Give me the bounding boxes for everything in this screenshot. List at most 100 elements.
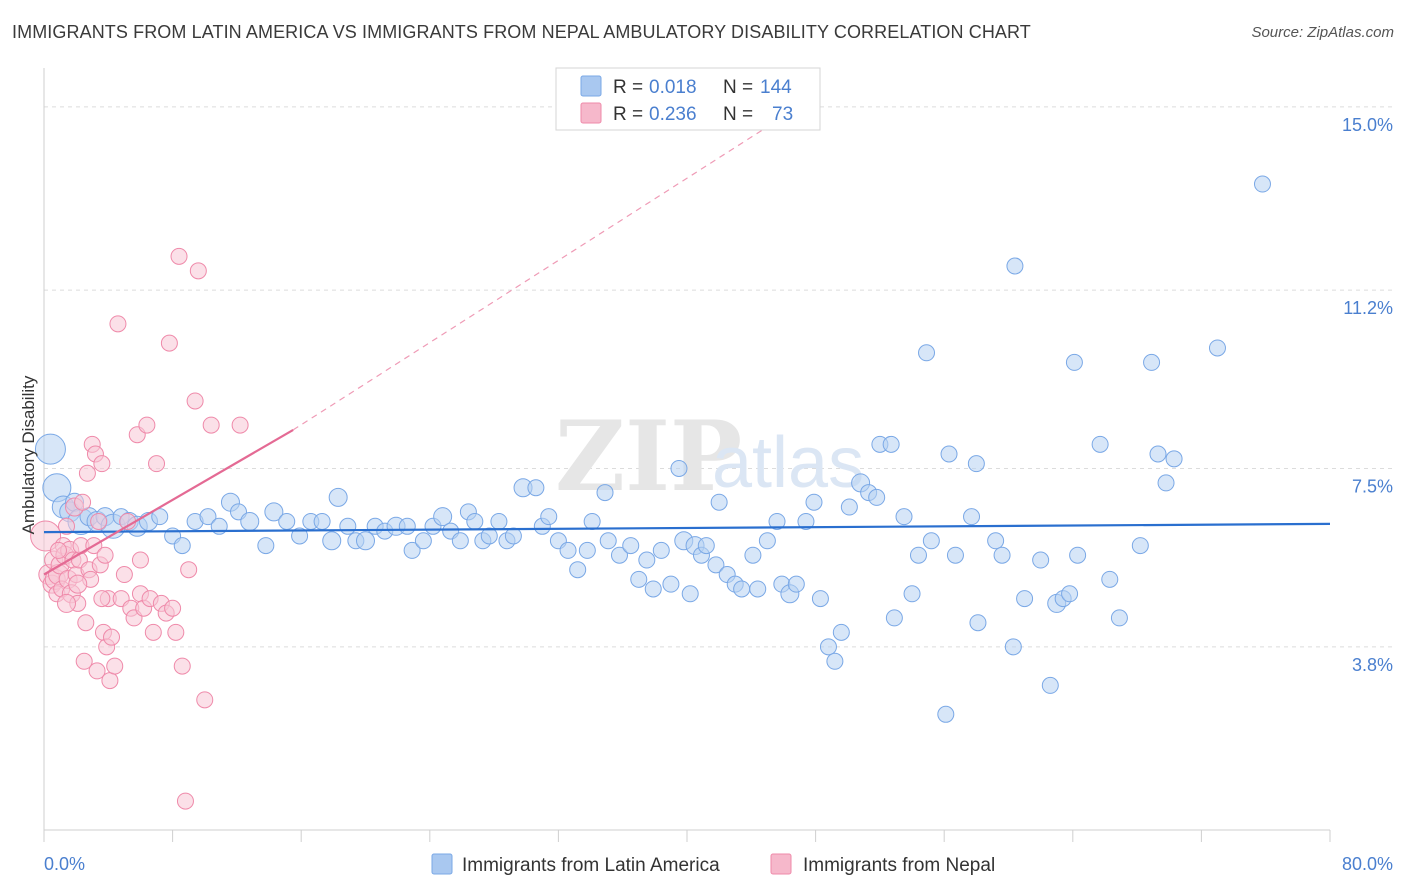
- data-point: [749, 580, 767, 598]
- data-point: [744, 546, 762, 564]
- data-point: [1253, 175, 1271, 193]
- data-point: [987, 532, 1005, 550]
- data-point: [644, 580, 662, 598]
- data-point: [1041, 676, 1059, 694]
- data-point: [1006, 257, 1024, 275]
- source-label: Source: ZipAtlas.com: [1251, 24, 1394, 41]
- data-point: [170, 247, 188, 265]
- data-point: [840, 498, 858, 516]
- data-point: [895, 508, 913, 526]
- data-point: [480, 527, 498, 545]
- data-point: [596, 484, 614, 502]
- y-tick-label-2: 11.2%: [1343, 298, 1393, 318]
- data-point: [240, 511, 260, 531]
- data-point: [180, 561, 198, 579]
- data-point: [1143, 353, 1161, 371]
- y-tick-label-0: 3.8%: [1352, 655, 1393, 675]
- data-point: [707, 556, 725, 574]
- y-tick-label-3: 15.0%: [1342, 115, 1393, 135]
- data-point: [559, 541, 577, 559]
- data-point: [504, 527, 522, 545]
- data-point: [173, 657, 191, 675]
- data-point: [885, 609, 903, 627]
- data-point: [144, 623, 162, 641]
- data-point: [868, 488, 886, 506]
- data-point: [1032, 551, 1050, 569]
- data-point: [93, 455, 111, 473]
- data-point: [186, 392, 204, 410]
- data-point: [733, 580, 751, 598]
- data-point: [670, 459, 688, 477]
- data-point: [963, 508, 981, 526]
- data-point: [1016, 590, 1034, 608]
- data-point: [630, 570, 648, 588]
- data-point: [49, 541, 67, 559]
- legend-r-label-nepal: R =: [613, 104, 643, 125]
- data-point: [1165, 450, 1183, 468]
- data-point: [115, 566, 133, 584]
- data-point: [967, 455, 985, 473]
- data-point: [151, 508, 169, 526]
- data-point: [88, 662, 106, 680]
- data-point: [189, 262, 207, 280]
- data-point: [652, 541, 670, 559]
- data-point: [1157, 474, 1175, 492]
- data-point: [583, 512, 601, 530]
- data-point: [202, 416, 220, 434]
- data-point: [106, 657, 124, 675]
- data-point: [903, 585, 921, 603]
- data-point: [681, 585, 699, 603]
- data-point: [1061, 585, 1079, 603]
- correlation-legend: R = 0.018 N = 144 R = 0.236 N = 73: [555, 67, 821, 131]
- data-point: [231, 416, 249, 434]
- watermark: ZIP atlas: [555, 400, 864, 513]
- data-point: [1110, 609, 1128, 627]
- legend-r-value-latin: 0.018: [649, 77, 697, 98]
- data-point: [946, 546, 964, 564]
- data-point: [882, 435, 900, 453]
- legend-n-label-latin: N =: [723, 77, 753, 98]
- data-point: [131, 551, 149, 569]
- series-legend: Immigrants from Latin America Immigrants…: [431, 853, 995, 876]
- data-point: [313, 512, 331, 530]
- data-point: [1131, 537, 1149, 555]
- data-point: [599, 532, 617, 550]
- tick-labels: 3.8% 7.5% 11.2% 15.0% 0.0% 80.0%: [44, 115, 1393, 874]
- data-point: [109, 315, 127, 333]
- y-axis-title: Ambulatory Disability: [19, 375, 38, 534]
- data-point: [569, 561, 587, 579]
- data-point: [160, 334, 178, 352]
- data-point: [832, 623, 850, 641]
- data-point: [138, 416, 156, 434]
- chart-title: IMMIGRANTS FROM LATIN AMERICA VS IMMIGRA…: [12, 22, 1031, 42]
- data-point: [940, 445, 958, 463]
- data-point: [433, 507, 453, 527]
- data-point: [527, 479, 545, 497]
- data-point: [969, 614, 987, 632]
- data-point: [826, 652, 844, 670]
- data-point: [1208, 339, 1226, 357]
- data-point: [356, 531, 375, 551]
- data-point: [697, 537, 715, 555]
- data-point: [414, 532, 432, 550]
- data-point: [1065, 353, 1083, 371]
- data-point: [610, 546, 628, 564]
- data-point: [403, 541, 421, 559]
- x-tick-label-1: 80.0%: [1342, 854, 1393, 874]
- data-point: [1004, 638, 1022, 656]
- data-point: [103, 628, 121, 646]
- trend-extension-1: [292, 116, 784, 431]
- data-point: [768, 512, 786, 530]
- data-point: [1069, 546, 1087, 564]
- legend-n-label-nepal: N =: [723, 104, 753, 125]
- bottom-legend-label-nepal: Immigrants from Nepal: [803, 855, 995, 876]
- data-point: [1091, 435, 1109, 453]
- legend-n-value-nepal: 73: [772, 104, 793, 125]
- data-point: [164, 599, 182, 617]
- data-point: [93, 590, 111, 608]
- legend-n-value-latin: 144: [760, 77, 792, 98]
- data-point: [540, 508, 558, 526]
- data-point: [787, 575, 805, 593]
- data-point: [148, 455, 166, 473]
- data-point: [101, 672, 119, 690]
